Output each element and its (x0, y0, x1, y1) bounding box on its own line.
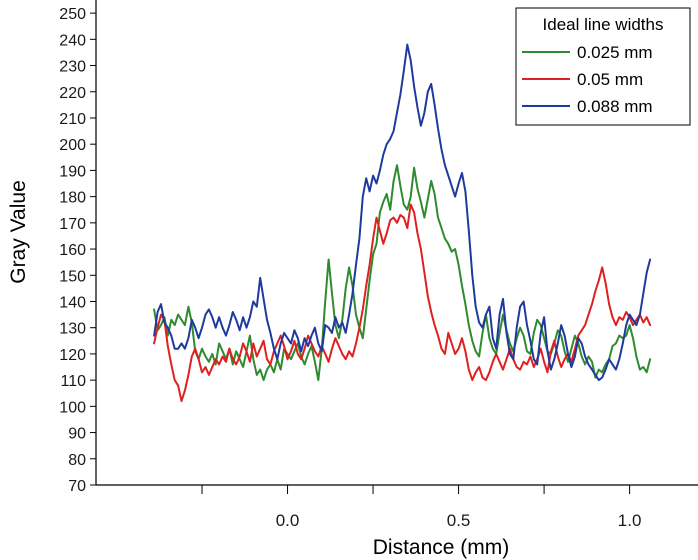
y-tick-label: 120 (59, 347, 86, 364)
series-line-0-088-mm (153, 43, 652, 382)
x-axis-title: Distance (mm) (373, 536, 510, 559)
y-tick-label: 170 (59, 216, 86, 233)
y-axis-title: Gray Value (7, 180, 30, 284)
series-line-0-05-mm (153, 203, 652, 403)
y-tick-label: 200 (59, 137, 86, 154)
y-tick-label: 140 (59, 294, 86, 311)
y-tick-label: 160 (59, 242, 86, 259)
legend-items: 0.025 mm 0.05 mm 0.088 mm (522, 43, 653, 116)
y-tick-label: 110 (60, 373, 86, 390)
y-tick-label: 100 (59, 399, 86, 416)
legend-title: Ideal line widths (543, 15, 664, 34)
x-tick-label: 1.0 (618, 511, 642, 530)
series-line-0-025-mm (153, 164, 652, 382)
y-tick-label: 90 (68, 426, 86, 443)
x-tick-label: 0.5 (447, 511, 471, 530)
y-tick-label: 210 (59, 111, 86, 128)
series-lines (153, 43, 652, 403)
y-tick-label: 190 (59, 163, 86, 180)
legend-label: 0.05 mm (577, 70, 643, 89)
x-axis: 0.0 0.5 1.0 (96, 484, 698, 530)
y-tick-label: 150 (59, 268, 86, 285)
y-tick-label: 180 (59, 190, 86, 207)
y-tick-label: 250 (59, 6, 86, 23)
y-tick-label: 220 (59, 85, 86, 102)
legend: Ideal line widths 0.025 mm 0.05 mm 0.088 m… (515, 7, 691, 126)
y-tick-label: 70 (68, 478, 86, 495)
x-tick-label: 0.0 (276, 511, 300, 530)
y-tick-label: 130 (59, 321, 86, 338)
legend-label: 0.088 mm (577, 97, 653, 116)
y-tick-label: 230 (59, 59, 86, 76)
legend-label: 0.025 mm (577, 43, 653, 62)
y-axis: 70 80 90 100 110 120 130 140 150 160 170 180 190 200 2… (59, 0, 97, 495)
y-tick-label: 80 (68, 452, 86, 469)
y-tick-label: 240 (59, 32, 86, 49)
